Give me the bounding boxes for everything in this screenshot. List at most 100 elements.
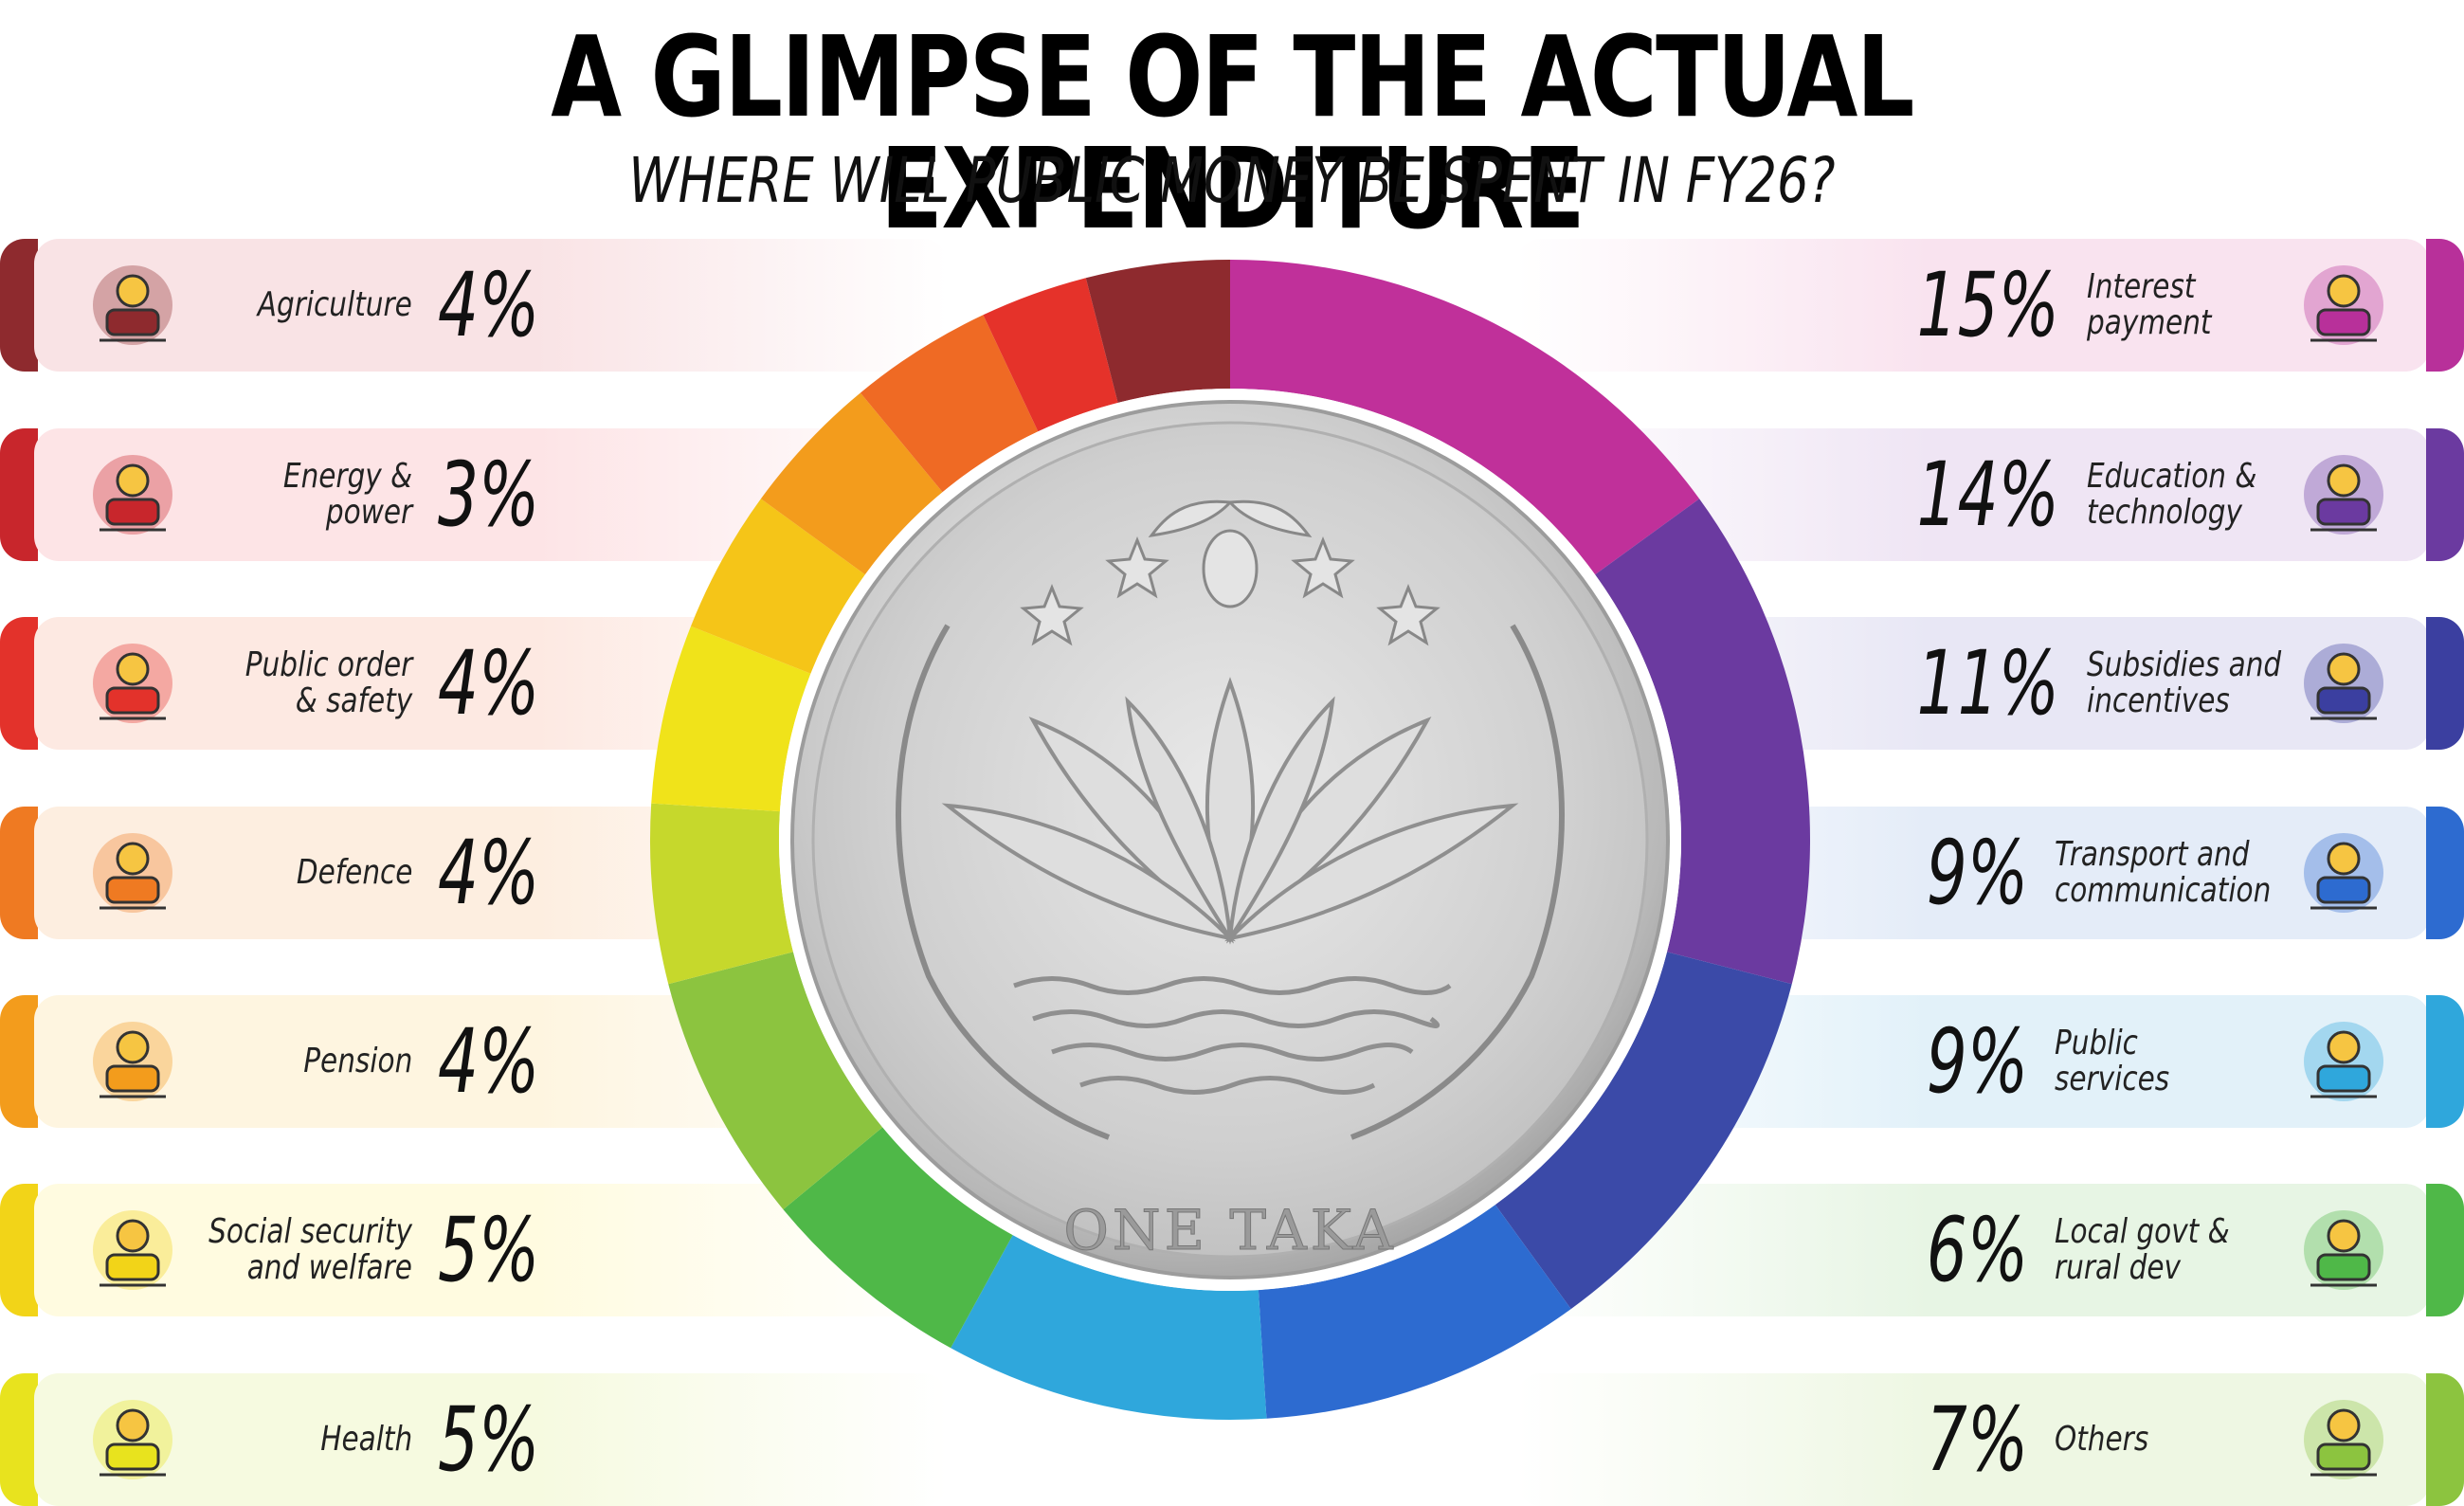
category-label-line: services [2055,1060,2170,1098]
hand-money-percent-icon [2292,253,2396,357]
category-percent: 7% [1926,1388,2028,1492]
category-label-line: Defence [296,853,412,892]
donut-slice-pension [690,499,865,674]
stars-and-jute-leaves [1020,499,1440,646]
band-agriculture [0,239,948,372]
category-percent: 3% [438,444,540,547]
donut-slice-transport-and-communication [1258,1205,1571,1419]
category-label-line: Health [320,1420,412,1459]
category-label: Public order & safety [245,647,412,719]
band-edge [2426,239,2464,372]
stethoscope-heart-icon [81,1388,185,1492]
category-percent: 5% [438,1199,540,1302]
category-percent: 4% [438,822,540,925]
band-interest-payment [1516,239,2464,372]
band-edge [2426,617,2464,750]
category-label-line: incentives [2087,681,2230,720]
water-waves [1013,976,1452,1095]
category-percent: 6% [1926,1199,2028,1302]
category-label: Social security and welfare [208,1214,412,1286]
donut-slice-subsidies-and-incentives [1495,952,1792,1310]
band-fill [34,1373,948,1506]
category-label-line: Public order [245,645,412,684]
band-edge [2426,1184,2464,1316]
donut-slice-education-technology [1595,499,1810,985]
category-label: Health [320,1422,412,1458]
coin-denomination: ONE TAKA [1063,1198,1396,1262]
hand-coins-cane-icon [81,1009,185,1114]
power-tower-lightning-icon [81,443,185,547]
band-others [1516,1373,2464,1506]
category-percent: 5% [438,1388,540,1492]
category-label-line: technology [2087,493,2242,532]
donut-slice-interest-payment [1230,260,1700,575]
band-edge [0,807,38,939]
band-edge [0,617,38,750]
category-label-line: Agriculture [257,285,412,324]
water-lily-emblem [941,677,1519,945]
hands-family-shield-icon [81,1198,185,1302]
category-label-line: Local govt & [2055,1212,2230,1251]
category-label-line: and welfare [246,1248,412,1287]
band-health [0,1373,948,1506]
donut-slice-public-order-safety [860,315,1039,493]
category-percent: 4% [438,632,540,735]
category-percent: 15% [1916,254,2059,357]
band-fill [1516,239,2430,372]
category-label: Defence [296,855,412,891]
band-fill [34,239,948,372]
band-edge [2426,995,2464,1128]
donut-slice-health [650,803,793,985]
buildings-growth-gear-icon [2292,1198,2396,1302]
band-edge [0,1184,38,1316]
lightbulb-brain-graduation-icon [2292,443,2396,547]
category-label-line: Transport and [2055,835,2250,874]
rice-wreath [896,624,1565,1140]
category-label: Agriculture [258,287,412,323]
one-taka-coin: ONE TAKA [779,389,1681,1291]
category-percent: 9% [1926,1010,2028,1114]
category-label-line: Subsidies and [2087,645,2282,684]
category-label: Others [2055,1422,2148,1458]
category-percent: 4% [438,1010,540,1114]
gear-field-sprout-icon [81,253,185,357]
donut-slice-energy-power [983,278,1118,432]
band-fill [1516,1373,2430,1506]
category-label-line: Others [2055,1420,2149,1459]
category-label-line: Interest [2087,267,2196,306]
category-label: Pension [303,1043,412,1080]
category-label-line: Energy & [282,457,412,496]
category-label-line: Public [2055,1024,2138,1062]
category-percent: 9% [1926,822,2028,925]
donut-slice-defence [760,392,943,575]
category-label: Public services [2055,1025,2169,1098]
category-label: Subsidies and incentives [2087,647,2281,719]
hand-chat-bubbles-icon [2292,1388,2396,1492]
category-label-line: power [325,493,412,532]
category-label-line: Social security [208,1212,412,1251]
category-label: Local govt & rural dev [2055,1214,2230,1286]
donut-slice-agriculture [1085,260,1230,403]
page-subtitle: WHERE WILL PUBLIC MONEY BE SPENT IN FY26… [628,144,1836,217]
category-label: Interest payment [2087,269,2212,341]
band-edge [0,428,38,561]
people-shield-icon [81,631,185,735]
category-label-line: Education & [2087,457,2257,496]
hand-people-icon [2292,1009,2396,1114]
donut-slice-others [668,952,883,1210]
soldier-icon [81,821,185,925]
band-edge [0,995,38,1128]
category-label: Energy & power [283,459,412,531]
page-title: A GLIMPSE OF THE ACTUAL EXPENDITURE [551,11,1914,254]
band-edge [2426,1373,2464,1506]
donut-slice-social-security-and-welfare [651,626,811,812]
band-edge [2426,807,2464,939]
category-label-line: communication [2055,871,2272,910]
category-label-line: & safety [295,681,412,720]
category-label: Education & technology [2087,459,2256,531]
band-edge [0,239,38,372]
donut-slices [650,260,1810,1420]
plane-bus-train-icon [2292,821,2396,925]
category-label-line: rural dev [2055,1248,2182,1287]
